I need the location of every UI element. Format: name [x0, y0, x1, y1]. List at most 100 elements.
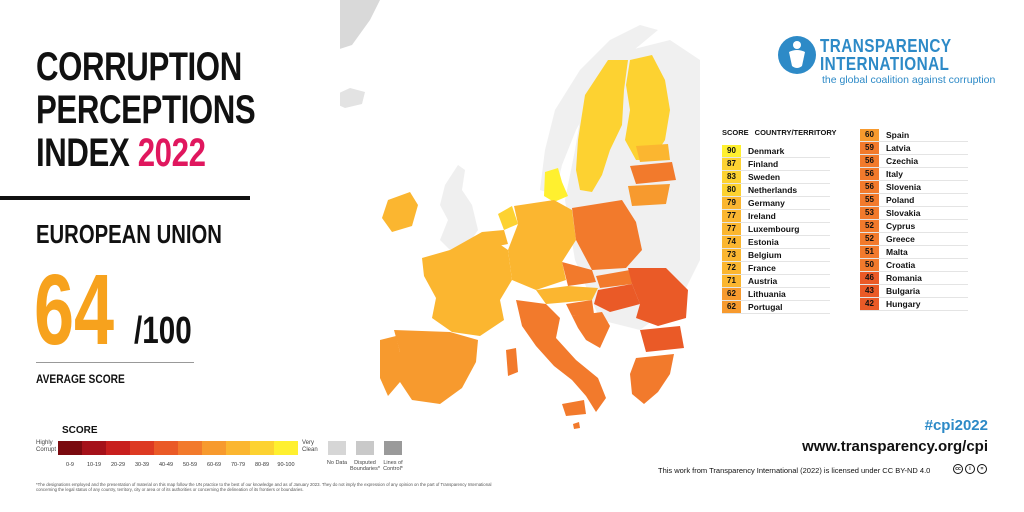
country-name: Poland: [886, 195, 915, 205]
europe-map: [340, 0, 700, 429]
country-score: 52: [860, 233, 879, 245]
country-name: Austria: [748, 276, 778, 286]
portugal-region: [380, 336, 400, 396]
title-line-3: INDEX 2022: [36, 132, 270, 175]
country-name: Spain: [886, 130, 910, 140]
country-score: 62: [722, 301, 741, 313]
average-score-value: 64: [34, 254, 115, 366]
country-score: 56: [860, 181, 879, 193]
romania-region: [628, 268, 688, 326]
table-row: 77 Ireland: [722, 210, 830, 223]
country-name: Netherlands: [748, 185, 798, 195]
country-score: 77: [722, 210, 741, 222]
country-score: 43: [860, 285, 879, 297]
uk-shape: [440, 165, 478, 250]
average-score-max: /100: [134, 310, 192, 352]
title-line-1: CORRUPTION: [36, 45, 242, 89]
table-row: 79 Germany: [722, 197, 830, 210]
table-row: 60 Spain: [860, 129, 968, 142]
country-name: Hungary: [886, 299, 921, 309]
greece-region: [630, 354, 674, 404]
country-score: 56: [860, 168, 879, 180]
score-table-left: 90 Denmark 87 Finland 83 Sweden 80 Netherlands 7…: [722, 145, 830, 314]
legend-swatch: [154, 441, 178, 455]
table-row: 42 Hungary: [860, 298, 968, 311]
country-score: 62: [722, 288, 741, 300]
score-table-right: 60 Spain 59 Latvia 56 Czechia 56 Italy 56 Sloveni…: [860, 129, 968, 311]
czechia-region: [562, 262, 596, 286]
country-score: 77: [722, 223, 741, 235]
country-score: 52: [860, 220, 879, 232]
title-divider: [0, 196, 250, 200]
legend-lines-control-swatch: [384, 441, 402, 455]
country-name: Italy: [886, 169, 904, 179]
legend-range-label: 80-89: [254, 462, 270, 468]
average-divider: [36, 362, 194, 363]
hashtag-link[interactable]: #cpi2022: [924, 417, 988, 434]
ti-logo-tagline: the global coalition against corruption: [822, 74, 996, 86]
country-score: 42: [860, 298, 879, 310]
spain-region: [394, 330, 478, 404]
average-score-label: AVERAGE SCORE: [36, 372, 125, 386]
country-name: Sweden: [748, 172, 781, 182]
table-row: 56 Czechia: [860, 155, 968, 168]
country-column-header: COUNTRY/TERRITORY: [754, 128, 837, 137]
legend-no-data-label: No Data: [326, 460, 348, 466]
license-text: This work from Transparency Internationa…: [658, 466, 931, 475]
table-row: 55 Poland: [860, 194, 968, 207]
poland-region: [572, 200, 642, 270]
legend-very-clean-label: Very Clean: [302, 440, 318, 453]
cc-license-icons[interactable]: cc i =: [953, 464, 987, 474]
website-link[interactable]: www.transparency.org/cpi: [802, 438, 988, 455]
table-row: 59 Latvia: [860, 142, 968, 155]
country-score: 79: [722, 197, 741, 209]
country-score: 71: [722, 275, 741, 287]
netherlands-region: [498, 206, 518, 230]
country-name: Germany: [748, 198, 785, 208]
country-score: 90: [722, 145, 741, 157]
latvia-region: [630, 162, 676, 184]
legend-swatch: [274, 441, 298, 455]
table-row: 90 Denmark: [722, 145, 830, 158]
legend-range-label: 70-79: [230, 462, 246, 468]
legend-range-label: 10-19: [86, 462, 102, 468]
ti-logo-name-line1: TRANSPARENCY: [820, 36, 952, 56]
legend-range-label: 50-59: [182, 462, 198, 468]
legend-range-label: 60-69: [206, 462, 222, 468]
austria-region: [536, 286, 598, 304]
country-name: Bulgaria: [886, 286, 921, 296]
table-row: 56 Slovenia: [860, 181, 968, 194]
table-header: SCORE COUNTRY/TERRITORY: [722, 128, 836, 137]
legend-range-label: 0-9: [66, 462, 74, 468]
denmark-region: [544, 168, 568, 202]
title-index: INDEX: [36, 131, 130, 175]
country-name: Estonia: [748, 237, 779, 247]
ti-logo-name: TRANSPARENCY INTERNATIONAL: [820, 37, 951, 73]
country-score: 55: [860, 194, 879, 206]
legend-swatch: [226, 441, 250, 455]
finland-region: [625, 55, 670, 160]
nd-icon: =: [977, 464, 987, 474]
greenland-shape: [340, 0, 380, 49]
country-name: Lithuania: [748, 289, 786, 299]
table-row: 83 Sweden: [722, 171, 830, 184]
table-row: 43 Bulgaria: [860, 285, 968, 298]
country-score: 53: [860, 207, 879, 219]
score-column-header: SCORE: [722, 128, 749, 137]
legend-swatch: [250, 441, 274, 455]
table-row: 51 Malta: [860, 246, 968, 259]
title-year: 2022: [137, 131, 206, 175]
legend-swatch: [130, 441, 154, 455]
legend-range-labels: 0-9 10-19 20-29 30-39 40-49 50-59 60-69 70-79 80…: [58, 462, 298, 468]
ti-logo[interactable]: TRANSPARENCY INTERNATIONAL the global co…: [778, 36, 996, 88]
country-score: 72: [722, 262, 741, 274]
country-name: Romania: [886, 273, 922, 283]
legend-swatch: [106, 441, 130, 455]
slovakia-region: [596, 270, 632, 288]
ti-logo-icon: [778, 36, 816, 74]
table-row: 52 Greece: [860, 233, 968, 246]
country-name: Luxembourg: [748, 224, 800, 234]
table-row: 74 Estonia: [722, 236, 830, 249]
sardinia-region: [506, 348, 518, 376]
country-score: 51: [860, 246, 879, 258]
